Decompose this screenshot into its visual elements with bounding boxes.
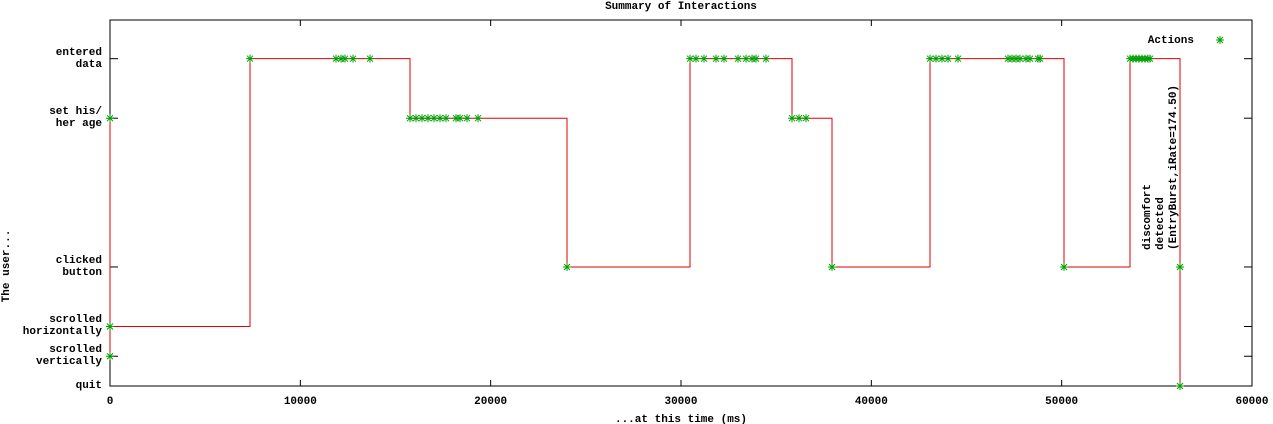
point: [424, 114, 433, 123]
x-tick-label: 0: [107, 396, 114, 408]
annotation-line: (EntryBurst,iRate=174.50): [1168, 85, 1180, 250]
plot-frame: [109, 19, 1253, 387]
point: [474, 114, 483, 123]
x-tick-label: 20000: [474, 396, 507, 408]
annotation-line: discomfort: [1142, 184, 1154, 250]
point: [406, 114, 415, 123]
point: [1060, 262, 1069, 271]
point: [417, 114, 426, 123]
legend-marker: [1216, 36, 1224, 44]
legend-label: Actions: [1148, 35, 1194, 47]
point: [954, 54, 963, 63]
x-tick-label: 30000: [664, 396, 697, 408]
x-axis-label: ...at this time (ms): [615, 414, 747, 424]
point: [436, 114, 444, 123]
point: [1146, 54, 1154, 63]
point: [106, 322, 114, 331]
point: [441, 114, 450, 123]
point: [411, 114, 420, 123]
y-tick-label: set his/ her age: [49, 106, 102, 131]
y-tick-label: scrolled horizontally: [22, 314, 102, 339]
point: [926, 54, 935, 63]
y-tick-label: quit: [75, 380, 102, 392]
point: [699, 54, 708, 63]
point: [1007, 54, 1016, 63]
point: [932, 54, 941, 63]
annotation-line: detected: [1155, 197, 1167, 250]
point: [1176, 382, 1185, 390]
point: [456, 114, 465, 123]
point: [246, 54, 255, 63]
point: [1016, 54, 1024, 63]
point: [938, 54, 947, 63]
point: [332, 54, 341, 63]
point: [944, 54, 953, 63]
point: [752, 54, 761, 63]
point: [1026, 54, 1035, 63]
x-tick-label: 40000: [855, 396, 888, 408]
point: [563, 262, 572, 271]
step-line: [109, 58, 1181, 386]
point: [341, 54, 350, 63]
point: [734, 54, 743, 63]
point: [742, 54, 751, 63]
annotation: discomfortdetected(EntryBurst,iRate=174.…: [1142, 85, 1180, 250]
point: [463, 114, 472, 123]
point: [712, 54, 721, 63]
point: [802, 114, 811, 123]
y-axis-label: The user...: [1, 230, 13, 303]
point: [365, 54, 374, 63]
x-tick-label: 60000: [1235, 396, 1268, 408]
point: [1022, 54, 1030, 63]
point: [1176, 262, 1185, 271]
x-tick-label: 10000: [284, 396, 317, 408]
point: [828, 262, 837, 271]
point: [719, 54, 728, 63]
point: [788, 114, 797, 123]
point: [430, 114, 439, 123]
point: [686, 54, 695, 63]
point: [1036, 54, 1045, 63]
point: [106, 114, 114, 123]
x-tick-label: 50000: [1045, 396, 1078, 408]
y-tick-label: clicked button: [55, 254, 102, 279]
point: [349, 54, 358, 63]
point: [451, 114, 460, 123]
chart-title: Summary of Interactions: [605, 1, 757, 13]
y-tick-label: entered data: [55, 46, 102, 71]
point: [762, 54, 771, 63]
y-tick-label: scrolled vertically: [35, 344, 102, 369]
point: [691, 54, 700, 63]
point: [106, 352, 114, 361]
point: [795, 114, 804, 123]
